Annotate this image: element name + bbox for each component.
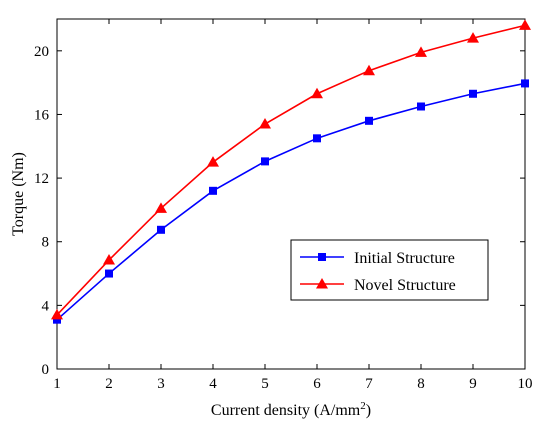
- series-layer: [51, 19, 531, 324]
- legend-marker: [318, 253, 326, 261]
- plot-area: [56, 18, 526, 370]
- x-tick-label: 3: [157, 376, 165, 392]
- data-point: [51, 308, 63, 320]
- series-novel-structure: [51, 19, 531, 320]
- legend-label: Novel Structure: [354, 277, 456, 294]
- series-line: [56, 82, 526, 321]
- data-point: [311, 87, 323, 99]
- axis-ticks: [56, 19, 526, 370]
- x-tick-label: 2: [105, 376, 113, 392]
- x-axis-title-end: ): [366, 402, 371, 419]
- data-point: [467, 32, 479, 43]
- data-point: [209, 186, 217, 195]
- data-point: [365, 116, 373, 125]
- y-tick-label: 20: [34, 44, 49, 60]
- x-tick-label: 1: [53, 376, 61, 392]
- legend-label: Initial Structure: [354, 250, 455, 267]
- data-point: [261, 157, 269, 166]
- x-tick-label: 10: [518, 376, 533, 392]
- y-axis-title: Torque (Nm): [10, 152, 27, 236]
- y-tick-label: 12: [34, 171, 49, 187]
- y-tick-label: 4: [42, 298, 50, 314]
- data-point: [521, 79, 529, 88]
- data-point: [105, 269, 113, 278]
- legend-entries: Initial Structure Novel Structure: [300, 250, 456, 294]
- series-line: [56, 24, 526, 316]
- y-tick-label: 16: [34, 107, 50, 123]
- data-point: [103, 254, 115, 265]
- y-tick-label: 0: [42, 362, 50, 378]
- x-axis-title-superscript: 2: [360, 400, 366, 412]
- x-tick-labels: 1 2 3 4 5 6 7 8 9 10: [53, 376, 532, 392]
- legend-box: [290, 239, 489, 301]
- data-point: [313, 134, 321, 143]
- x-tick-label: 4: [209, 376, 217, 392]
- x-tick-label: 7: [365, 376, 373, 392]
- x-tick-label: 9: [469, 376, 477, 392]
- data-point: [363, 64, 375, 76]
- data-point: [53, 315, 61, 324]
- data-point: [207, 156, 219, 167]
- data-point: [415, 46, 427, 57]
- data-point: [519, 19, 531, 30]
- legend-marker: [316, 278, 328, 289]
- x-tick-label: 5: [261, 376, 269, 392]
- legend: Initial Structure Novel Structure: [290, 239, 489, 301]
- data-point: [417, 102, 425, 111]
- series-initial-structure: [53, 79, 529, 324]
- x-tick-label: 8: [417, 376, 425, 392]
- x-tick-label: 6: [313, 376, 321, 392]
- y-tick-labels: 0 4 8 12 16 20: [34, 44, 50, 378]
- data-point: [259, 118, 271, 129]
- data-point: [469, 89, 477, 98]
- data-point: [157, 225, 165, 234]
- y-tick-label: 8: [42, 235, 50, 251]
- data-point: [155, 202, 167, 213]
- x-axis-title: Current density (A/mm2): [211, 400, 371, 419]
